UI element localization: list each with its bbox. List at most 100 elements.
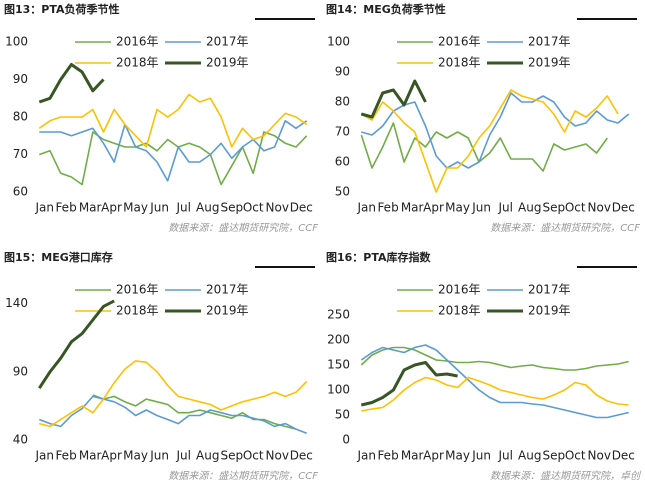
chart-title: 图15：MEG港口库存 (4, 250, 113, 264)
legend-label: 2019年 (206, 304, 249, 318)
y-tick-label: 250 (327, 308, 350, 322)
x-tick-label: Feb (55, 201, 76, 215)
x-tick-label: Jun (471, 201, 491, 215)
x-tick-label: Nov (266, 201, 289, 215)
legend-label: 2019年 (528, 304, 571, 318)
series-line (38, 93, 308, 148)
series-line (39, 360, 308, 428)
series-line (92, 394, 297, 430)
series-line (39, 395, 307, 434)
x-tick-label: Aug (518, 201, 541, 215)
legend-label: 2017年 (206, 35, 249, 49)
x-tick-label: Apr (101, 449, 122, 463)
series-line (360, 89, 619, 193)
series-line (39, 120, 308, 182)
legend-label: 2016年 (116, 283, 159, 297)
y-tick-label: 200 (327, 333, 350, 347)
y-tick-label: 80 (335, 95, 350, 109)
x-tick-label: Jul (497, 449, 512, 463)
x-tick-label: May (445, 201, 470, 215)
series-line (38, 299, 115, 390)
x-tick-label: Oct (565, 201, 586, 215)
x-tick-label: Jan (356, 449, 376, 463)
x-tick-label: Sep (542, 201, 565, 215)
y-tick-label: 150 (327, 358, 350, 372)
x-tick-label: Jan (34, 201, 54, 215)
x-tick-label: Feb (377, 201, 398, 215)
legend-label: 2017年 (206, 283, 249, 297)
series-line (360, 361, 458, 407)
x-tick-label: May (445, 449, 470, 463)
x-tick-label: Jul (175, 449, 190, 463)
x-tick-label: Jun (149, 449, 169, 463)
y-tick-label: 70 (335, 125, 350, 139)
x-tick-label: Sep (542, 449, 565, 463)
y-tick-label: 140 (5, 296, 28, 310)
legend-label: 2017年 (528, 283, 571, 297)
title-rule (577, 18, 637, 20)
x-tick-label: Nov (588, 201, 611, 215)
x-tick-label: Aug (196, 201, 219, 215)
x-tick-label: Dec (290, 201, 313, 215)
y-tick-label: 40 (13, 433, 28, 447)
x-tick-label: Aug (196, 449, 219, 463)
chart-title: 图13：PTA负荷季节性 (4, 2, 120, 16)
series-line (360, 346, 629, 371)
legend-label: 2019年 (528, 56, 571, 70)
x-tick-label: Dec (612, 201, 635, 215)
legend-label: 2018年 (116, 56, 159, 70)
source-note: 数据来源：盛达期货研究院，卓创 (490, 470, 642, 482)
x-tick-label: Mar (79, 201, 102, 215)
x-tick-label: Jul (175, 201, 190, 215)
x-tick-label: Jun (149, 201, 169, 215)
x-tick-label: Feb (55, 449, 76, 463)
y-tick-label: 90 (335, 65, 350, 79)
series-line (360, 122, 608, 172)
x-tick-label: Mar (401, 449, 424, 463)
x-tick-label: Sep (220, 201, 243, 215)
legend-label: 2016年 (438, 35, 481, 49)
x-tick-label: Oct (243, 449, 264, 463)
legend-label: 2018年 (438, 304, 481, 318)
x-tick-label: May (123, 201, 148, 215)
y-tick-label: 100 (327, 35, 350, 49)
legend-label: 2017年 (528, 35, 571, 49)
x-tick-label: Aug (518, 449, 541, 463)
x-tick-label: Oct (243, 201, 264, 215)
y-tick-label: 60 (335, 155, 350, 169)
x-tick-label: Jul (497, 201, 512, 215)
legend-label: 2016年 (438, 283, 481, 297)
y-tick-label: 50 (335, 408, 350, 422)
x-tick-label: Nov (588, 449, 611, 463)
y-tick-label: 0 (342, 433, 350, 447)
x-tick-label: Dec (612, 449, 635, 463)
x-tick-label: Oct (565, 449, 586, 463)
x-tick-label: May (123, 449, 148, 463)
x-tick-label: Jan (34, 449, 54, 463)
x-tick-label: Nov (266, 449, 289, 463)
x-tick-label: Jan (356, 201, 376, 215)
title-rule (255, 266, 315, 268)
source-note: 数据来源：盛达期货研究院，CCF (168, 470, 318, 482)
x-tick-label: Jun (471, 449, 491, 463)
y-tick-label: 80 (13, 110, 28, 124)
x-tick-label: Mar (79, 449, 102, 463)
y-tick-label: 60 (13, 185, 28, 199)
y-tick-label: 90 (13, 364, 28, 378)
legend-label: 2018年 (116, 304, 159, 318)
x-tick-label: Apr (423, 449, 444, 463)
series-line (361, 376, 629, 412)
title-rule (577, 266, 637, 268)
y-tick-label: 100 (5, 35, 28, 49)
series-line (361, 92, 630, 169)
x-tick-label: Apr (423, 201, 444, 215)
x-tick-label: Apr (101, 201, 122, 215)
series-line (360, 344, 629, 419)
chart-title: 图16：PTA库存指数 (326, 250, 432, 264)
y-tick-label: 70 (13, 147, 28, 161)
legend-label: 2016年 (116, 35, 159, 49)
x-tick-label: Dec (290, 449, 313, 463)
chart-title: 图14：MEG负荷季节性 (326, 2, 446, 16)
title-rule (255, 18, 315, 20)
